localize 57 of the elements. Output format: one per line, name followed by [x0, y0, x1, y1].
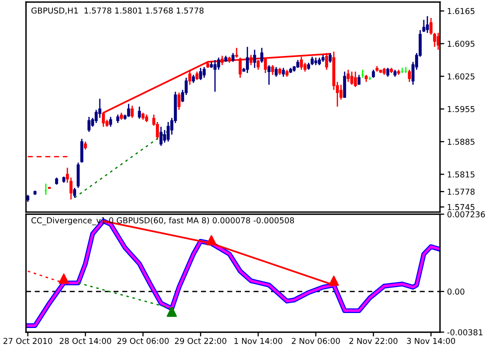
- candlestick: [253, 49, 256, 69]
- text: GBPUSD,H1 1.5778 1.5801 1.5768 1.5778: [31, 7, 204, 14]
- candlestick: [188, 69, 192, 86]
- candlestick: [346, 69, 350, 83]
- x-tick-label: 28 Oct 14:00: [60, 338, 112, 344]
- x-tick-label: 29 Oct 22:00: [174, 338, 226, 344]
- candlestick: [354, 71, 357, 88]
- candlestick: [246, 46, 249, 74]
- x-tick-label: 27 Oct 2010: [3, 338, 52, 344]
- x-tick-label: 2 Nov 06:00: [292, 338, 340, 344]
- candlestick: [80, 138, 84, 164]
- candlestick: [73, 187, 76, 198]
- candlestick: [268, 64, 270, 86]
- y-tick-label: 1.5778: [448, 188, 475, 195]
- x-tick-label: 29 Oct 06:00: [117, 338, 169, 344]
- x-tick-label: 3 Nov 14:00: [407, 338, 456, 344]
- candlestick: [76, 162, 80, 188]
- candlestick: [238, 57, 242, 78]
- candlestick: [109, 116, 112, 128]
- y-tick-label: 1.5885: [448, 138, 474, 145]
- candlestick: [199, 67, 202, 81]
- candlestick: [127, 103, 130, 118]
- y-tick-label: 1.6165: [448, 8, 474, 14]
- candlestick: [264, 57, 267, 74]
- y-tick-label: 1.5745: [448, 204, 474, 210]
- candlestick: [260, 47, 264, 64]
- y-tick-label: 1.5955: [448, 106, 474, 112]
- point: [166, 306, 177, 317]
- x-tick-label: 2 Nov 22:00: [349, 338, 398, 344]
- candlestick: [256, 59, 260, 70]
- y-tick-label: 1.6095: [448, 40, 474, 47]
- candlestick: [130, 105, 134, 118]
- candlestick: [274, 66, 278, 78]
- candlestick: [166, 121, 170, 142]
- candlestick: [408, 69, 411, 83]
- y-tick-label: 1.5815: [448, 171, 474, 178]
- candlestick: [426, 15, 429, 34]
- point: [328, 276, 339, 286]
- candlestick: [214, 59, 216, 92]
- candlestick: [436, 32, 440, 50]
- y-tick-label: -0.00381: [447, 329, 482, 336]
- candlestick: [88, 116, 90, 132]
- candlestick: [300, 56, 303, 70]
- candlestick: [343, 71, 346, 98]
- candlestick: [178, 92, 180, 111]
- y-tick-label: 0.007236: [447, 211, 485, 218]
- point: [206, 235, 216, 246]
- point: [58, 274, 69, 284]
- candlestick: [160, 126, 162, 146]
- candlestick: [138, 106, 141, 120]
- candlestick: [271, 64, 274, 76]
- candlestick: [202, 66, 206, 78]
- candlestick: [350, 71, 354, 86]
- y-tick-label: 0.00: [447, 288, 464, 295]
- y-tick-label: 1.6025: [448, 73, 474, 80]
- candlestick: [328, 52, 332, 64]
- x-tick-label: 1 Nov 14:00: [234, 338, 282, 344]
